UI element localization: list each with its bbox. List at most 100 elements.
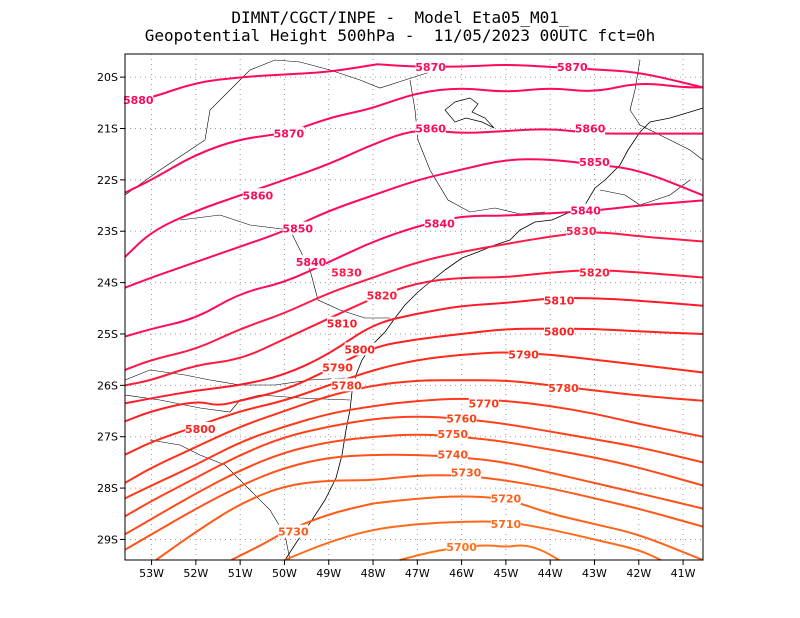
- contour-label-bg: [296, 255, 327, 269]
- contour-label-5810: 5810: [544, 295, 575, 308]
- contour-label-5780: 5780: [548, 382, 579, 395]
- contour-label-5850: 5850: [282, 223, 313, 236]
- contour-label-bg: [331, 378, 362, 392]
- contour-label-bg: [415, 59, 446, 73]
- contour-label-5810: 5810: [327, 318, 358, 331]
- y-tick-label: 27S: [97, 431, 118, 444]
- contour-label-bg: [415, 121, 446, 135]
- contour-label-bg: [490, 491, 521, 505]
- contour-5710: [284, 520, 662, 561]
- y-tick-label: 25S: [97, 328, 118, 341]
- contour-label-5830: 5830: [566, 225, 597, 238]
- contour-label-5860: 5860: [243, 189, 274, 202]
- contour-5750: [124, 433, 704, 536]
- contour-label-bg: [490, 517, 521, 531]
- state-border-1: [124, 59, 431, 196]
- height-contours: [124, 63, 704, 561]
- x-tick-label: 41W: [671, 567, 696, 580]
- contour-label-bg: [548, 380, 579, 394]
- contour-label-bg: [468, 396, 499, 410]
- x-tick-label: 53W: [139, 567, 164, 580]
- contour-label-bg: [322, 360, 353, 374]
- contour-label-5820: 5820: [579, 266, 610, 279]
- contour-labels: 5880 5870 5870 5870 5860 5860 5860 5850 5850 5840…: [123, 59, 610, 554]
- contour-5820: [124, 269, 704, 387]
- x-tick-label: 47W: [405, 567, 430, 580]
- y-tick-label: 29S: [97, 533, 118, 546]
- contour-label-bg: [508, 347, 539, 361]
- contour-label-5700: 5700: [446, 541, 477, 554]
- contour-5870: [124, 82, 703, 194]
- contour-label-bg: [242, 188, 273, 202]
- y-tick-label: 23S: [97, 225, 118, 238]
- contour-label-5750: 5750: [437, 428, 468, 441]
- contour-label-bg: [437, 427, 468, 441]
- lagoon: [444, 97, 495, 129]
- contour-label-5860: 5860: [415, 122, 446, 135]
- contour-label-bg: [331, 265, 362, 279]
- contour-5720: [372, 495, 704, 561]
- contour-label-5800: 5800: [185, 423, 216, 436]
- contour-label-5870: 5870: [557, 61, 588, 74]
- contour-5870: [377, 63, 704, 89]
- contour-label-bg: [544, 293, 575, 307]
- contour-5880: [124, 63, 378, 104]
- x-tick-label: 42W: [626, 567, 651, 580]
- contour-label-bg: [278, 524, 309, 538]
- contour-label-5720: 5720: [491, 492, 522, 505]
- contour-label-5840: 5840: [296, 256, 327, 269]
- contour-label-bg: [282, 221, 313, 235]
- contour-label-bg: [579, 154, 610, 168]
- contour-5700: [399, 544, 560, 561]
- contour-label-bg: [446, 540, 477, 554]
- contour-label-bg: [185, 422, 216, 436]
- x-tick-label: 46W: [449, 567, 474, 580]
- contour-5840: [124, 199, 704, 338]
- contour-5830: [124, 231, 704, 371]
- contour-label-5870: 5870: [274, 128, 305, 141]
- longitude-ticks: 53W 52W 51W 50W 49W 48W 47W 46W 45W 44W 43W 42W 41W: [139, 560, 696, 580]
- contour-label-bg: [544, 324, 575, 338]
- coastline: [284, 107, 704, 561]
- contour-label-5790: 5790: [508, 349, 539, 362]
- contour-label-bg: [446, 411, 477, 425]
- contour-5810: [124, 296, 704, 405]
- y-tick-label: 20S: [97, 71, 118, 84]
- contour-5730: [155, 474, 704, 561]
- x-tick-label: 45W: [493, 567, 518, 580]
- contour-5770: [124, 397, 704, 500]
- title-line-2: Geopotential Height 500hPa - 11/05/2023 …: [144, 26, 656, 45]
- contour-5730: [230, 502, 374, 561]
- contour-label-5830: 5830: [331, 266, 362, 279]
- contour-label-bg: [344, 342, 375, 356]
- y-tick-label: 22S: [97, 174, 118, 187]
- contour-label-5800: 5800: [344, 343, 375, 356]
- title-line-1: DIMNT/CGCT/INPE - Model Eta05_M01_: [231, 8, 569, 27]
- contour-label-bg: [570, 203, 601, 217]
- contour-label-bg: [566, 224, 597, 238]
- contour-label-5760: 5760: [446, 413, 477, 426]
- contour-label-5840: 5840: [424, 218, 455, 231]
- contour-5760: [124, 415, 704, 518]
- state-border-2: [409, 79, 546, 215]
- contour-5850: [124, 158, 704, 289]
- contour-label-5780: 5780: [331, 379, 362, 392]
- contour-label-bg: [424, 216, 455, 230]
- x-tick-label: 52W: [183, 567, 208, 580]
- contour-label-bg: [437, 447, 468, 461]
- contour-label-bg: [579, 265, 610, 279]
- y-tick-label: 24S: [97, 277, 118, 290]
- x-tick-label: 51W: [228, 567, 253, 580]
- contour-label-5860: 5860: [575, 122, 606, 135]
- contour-label-5730: 5730: [451, 467, 482, 480]
- contour-label-5740: 5740: [437, 449, 468, 462]
- contour-label-5820: 5820: [367, 289, 398, 302]
- contour-label-5730: 5730: [278, 526, 309, 539]
- map-frame: [124, 53, 704, 561]
- x-tick-label: 48W: [361, 567, 386, 580]
- contour-5790: [124, 351, 704, 456]
- state-border-7: [629, 59, 704, 161]
- contour-label-5880: 5880: [123, 94, 154, 107]
- contour-label-bg: [451, 465, 482, 479]
